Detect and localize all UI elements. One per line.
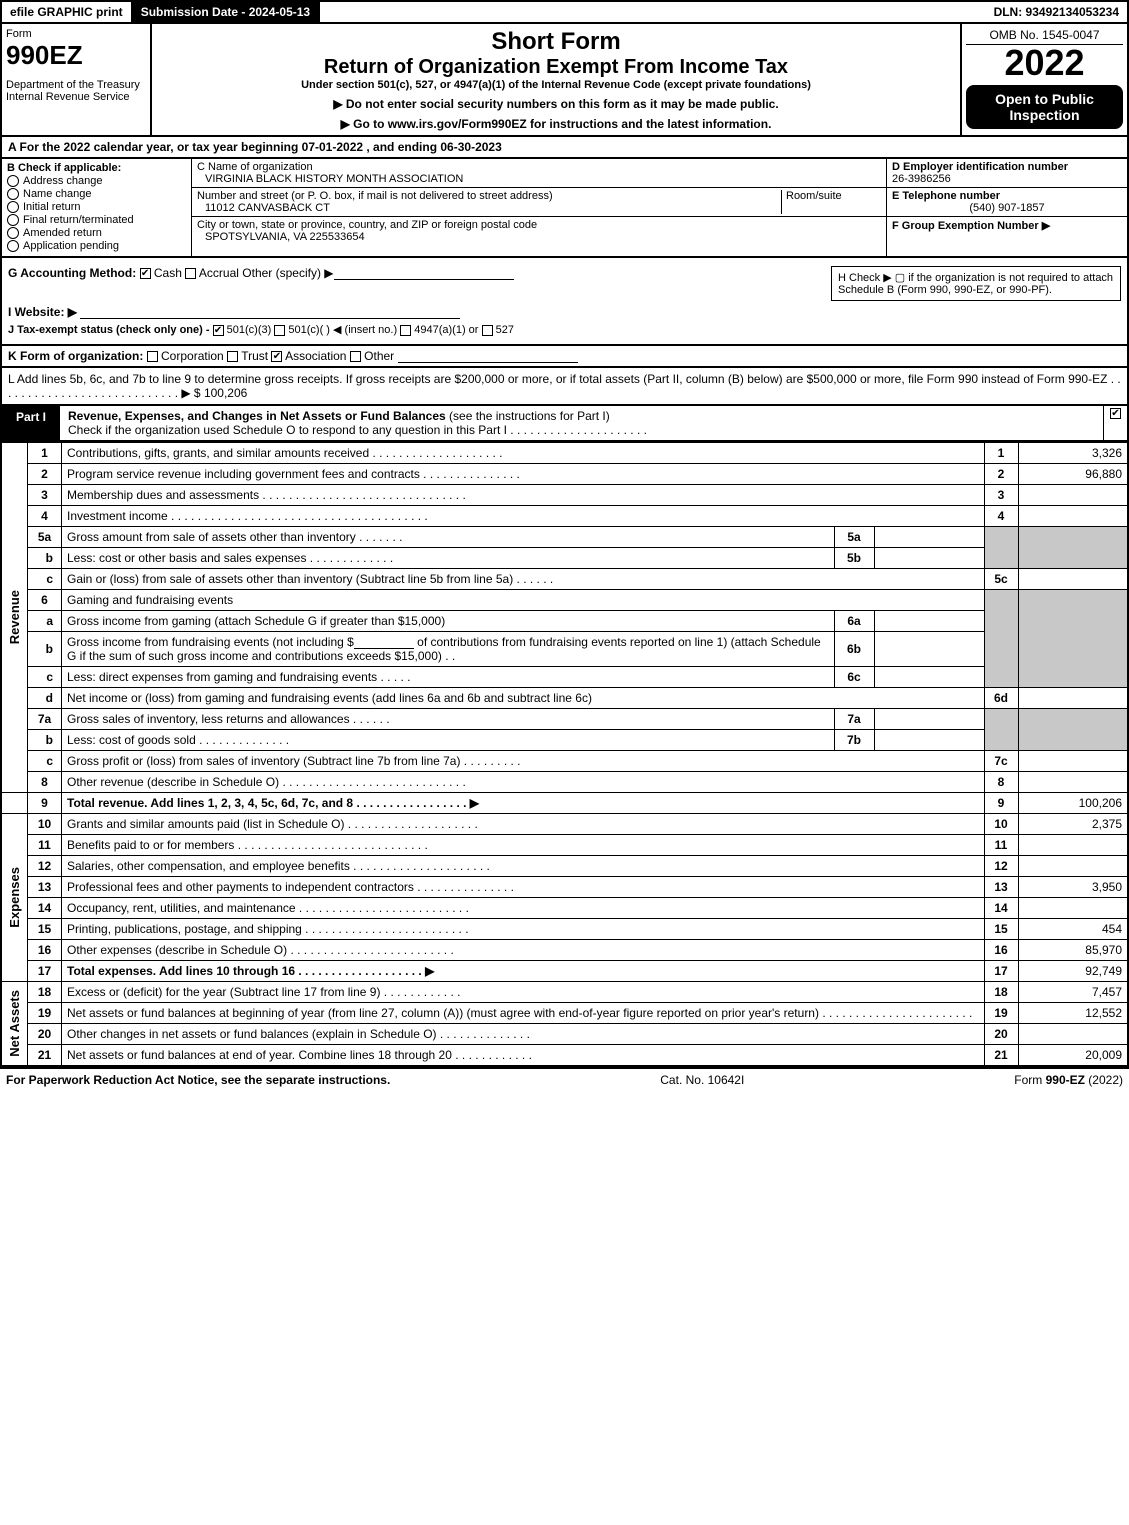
ein-value: 26-3986256 (892, 173, 1122, 185)
part1-header: Part I Revenue, Expenses, and Changes in… (0, 406, 1129, 442)
chk-accrual[interactable] (185, 268, 196, 279)
city-label: City or town, state or province, country… (197, 219, 881, 231)
col-b-title: B Check if applicable: (7, 162, 186, 174)
footer-cat: Cat. No. 10642I (660, 1073, 744, 1087)
chk-527[interactable] (482, 325, 493, 336)
l-text: L Add lines 5b, 6c, and 7b to line 9 to … (8, 372, 1121, 400)
chk-501c[interactable] (274, 325, 285, 336)
side-revenue: Revenue (1, 443, 28, 793)
val-19: 12,552 (1018, 1003, 1128, 1024)
city-value: SPOTSYLVANIA, VA 225533654 (197, 231, 881, 243)
val-2: 96,880 (1018, 464, 1128, 485)
submission-date: Submission Date - 2024-05-13 (133, 2, 320, 22)
chk-cash[interactable] (140, 268, 151, 279)
street-value: 11012 CANVASBACK CT (197, 202, 781, 214)
val-10: 2,375 (1018, 814, 1128, 835)
irs: Internal Revenue Service (6, 91, 146, 103)
page-footer: For Paperwork Reduction Act Notice, see … (0, 1067, 1129, 1091)
chk-corp[interactable] (147, 351, 158, 362)
org-name: VIRGINIA BLACK HISTORY MONTH ASSOCIATION (197, 173, 881, 185)
subtitle: Under section 501(c), 527, or 4947(a)(1)… (162, 79, 950, 91)
desc-1: Contributions, gifts, grants, and simila… (62, 443, 985, 464)
open-public-box: Open to Public Inspection (966, 85, 1123, 129)
col-def: D Employer identification number 26-3986… (887, 159, 1127, 256)
side-netassets: Net Assets (1, 982, 28, 1067)
val-13: 3,950 (1018, 877, 1128, 898)
g-label: G Accounting Method: (8, 266, 136, 280)
form-header: Form 990EZ Department of the Treasury In… (0, 24, 1129, 137)
line-l: L Add lines 5b, 6c, and 7b to line 9 to … (0, 368, 1129, 406)
chk-501c3[interactable] (213, 325, 224, 336)
chk-pending[interactable]: Application pending (7, 240, 186, 252)
val-18: 7,457 (1018, 982, 1128, 1003)
header-left: Form 990EZ Department of the Treasury In… (2, 24, 152, 135)
chk-4947[interactable] (400, 325, 411, 336)
ghij-block: H Check ▶ ▢ if the organization is not r… (0, 258, 1129, 346)
e-label: E Telephone number (892, 190, 1000, 202)
part1-o-checkbox[interactable] (1103, 406, 1127, 440)
chk-initial-return[interactable]: Initial return (7, 201, 186, 213)
part1-title: Revenue, Expenses, and Changes in Net As… (60, 406, 1103, 440)
d-label: D Employer identification number (892, 161, 1068, 173)
line-k: K Form of organization: Corporation Trus… (0, 346, 1129, 368)
h-box: H Check ▶ ▢ if the organization is not r… (831, 266, 1121, 301)
phone-value: (540) 907-1857 (892, 202, 1122, 214)
chk-other[interactable] (350, 351, 361, 362)
chk-amended[interactable]: Amended return (7, 227, 186, 239)
block-bcdef: B Check if applicable: Address change Na… (0, 159, 1129, 258)
short-form-title: Short Form (162, 28, 950, 56)
num-1: 1 (984, 443, 1018, 464)
room-suite: Room/suite (781, 190, 881, 214)
l-value: 100,206 (204, 386, 247, 400)
section-a-text: A For the 2022 calendar year, or tax yea… (8, 140, 502, 154)
tax-year: 2022 (966, 45, 1123, 81)
f-label: F Group Exemption Number ▶ (892, 220, 1050, 232)
col-b: B Check if applicable: Address change Na… (2, 159, 192, 256)
header-right: OMB No. 1545-0047 2022 Open to Public In… (962, 24, 1127, 135)
top-bar: efile GRAPHIC print Submission Date - 20… (0, 0, 1129, 24)
chk-name-change[interactable]: Name change (7, 188, 186, 200)
directive-1: ▶ Do not enter social security numbers o… (162, 97, 950, 111)
val-16: 85,970 (1018, 940, 1128, 961)
j-label: J Tax-exempt status (check only one) - (8, 324, 210, 336)
part1-tab: Part I (2, 406, 60, 440)
chk-address-change[interactable]: Address change (7, 175, 186, 187)
chk-final-return[interactable]: Final return/terminated (7, 214, 186, 226)
val-17: 92,749 (1018, 961, 1128, 982)
ln-1: 1 (28, 443, 62, 464)
footer-right: Form 990-EZ (2022) (1014, 1073, 1123, 1087)
dln: DLN: 93492134053234 (986, 2, 1127, 22)
street-label: Number and street (or P. O. box, if mail… (197, 190, 781, 202)
val-15: 454 (1018, 919, 1128, 940)
main-title: Return of Organization Exempt From Incom… (162, 56, 950, 79)
k-label: K Form of organization: (8, 349, 143, 363)
val-1: 3,326 (1018, 443, 1128, 464)
efile-label: efile GRAPHIC print (2, 2, 133, 22)
val-9: 100,206 (1018, 793, 1128, 814)
i-label: I Website: ▶ (8, 305, 77, 319)
part1-table: Revenue 1 Contributions, gifts, grants, … (0, 442, 1129, 1067)
chk-assoc[interactable] (271, 351, 282, 362)
c-label: C Name of organization (197, 161, 881, 173)
col-c: C Name of organization VIRGINIA BLACK HI… (192, 159, 887, 256)
chk-trust[interactable] (227, 351, 238, 362)
section-a: A For the 2022 calendar year, or tax yea… (0, 137, 1129, 159)
side-expenses: Expenses (1, 814, 28, 982)
footer-left: For Paperwork Reduction Act Notice, see … (6, 1073, 390, 1087)
form-word: Form (6, 28, 146, 40)
header-center: Short Form Return of Organization Exempt… (152, 24, 962, 135)
form-number: 990EZ (6, 40, 146, 71)
val-21: 20,009 (1018, 1045, 1128, 1067)
other-specify: Other (specify) ▶ (242, 266, 333, 280)
dept: Department of the Treasury (6, 79, 146, 91)
part1-checkline: Check if the organization used Schedule … (68, 423, 647, 437)
directive-2: ▶ Go to www.irs.gov/Form990EZ for instru… (162, 117, 950, 131)
